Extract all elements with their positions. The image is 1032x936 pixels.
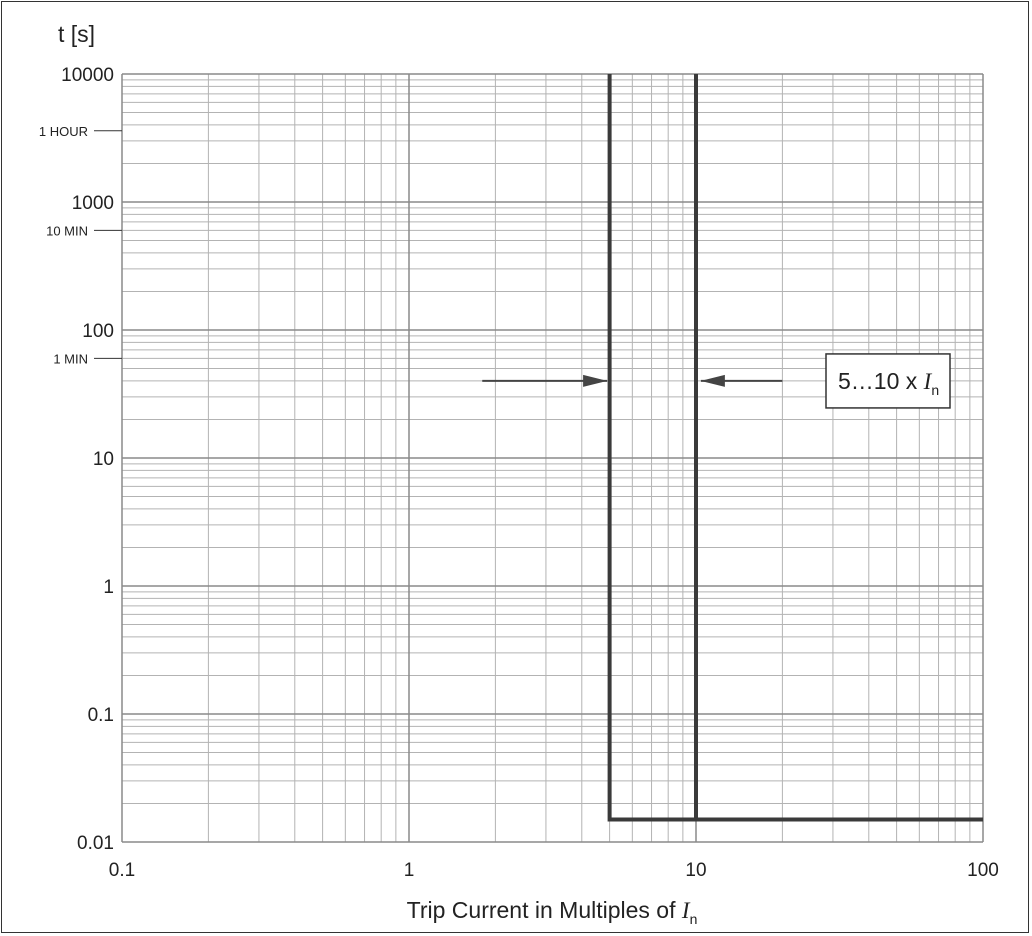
annotation: 5…10 x In [482, 353, 951, 409]
y-tick-label: 1 [103, 577, 114, 598]
x-axis-label-subscript: n [690, 911, 698, 927]
annotation-arrow-head [583, 374, 608, 387]
annotation-label-symbol: I [923, 369, 933, 394]
time-mark-label: 1 MIN [53, 351, 88, 366]
time-mark-label: 10 MIN [46, 223, 88, 238]
series-lines [607, 74, 983, 822]
y-tick-label: 0.1 [88, 705, 114, 726]
x-tick-label: 10 [685, 860, 706, 881]
y-axis-label: t [s] [58, 21, 95, 47]
annotation-box [825, 353, 951, 409]
x-axis-label-symbol: I [681, 898, 691, 923]
y-tick-labels: 0.01 0.1 1 10 100 1000 10000 [61, 65, 114, 854]
x-tick-label: 100 [967, 860, 999, 881]
annotation-label-text: 5…10 x [838, 368, 924, 394]
y-tick-label: 100 [82, 321, 114, 342]
x-tick-label: 0.1 [109, 860, 135, 881]
annotation-label-subscript: n [931, 382, 939, 398]
y-tick-label: 10000 [61, 65, 114, 86]
y-tick-label: 10 [93, 449, 114, 470]
annotation-label: 5…10 x In [838, 368, 939, 398]
series-line [607, 74, 983, 822]
annotation-arrow-head [700, 374, 725, 387]
time-marks: 1 HOUR 10 MIN 1 MIN [39, 124, 122, 366]
x-tick-labels: 0.1 1 10 100 [109, 860, 999, 881]
time-mark-label: 1 HOUR [39, 124, 88, 139]
x-axis-label-text: Trip Current in Multiples of [407, 897, 682, 923]
y-tick-label: 1000 [72, 193, 114, 214]
x-tick-label: 1 [404, 860, 415, 881]
x-axis-label: Trip Current in Multiples of In [407, 897, 698, 927]
y-tick-label: 0.01 [77, 833, 114, 854]
